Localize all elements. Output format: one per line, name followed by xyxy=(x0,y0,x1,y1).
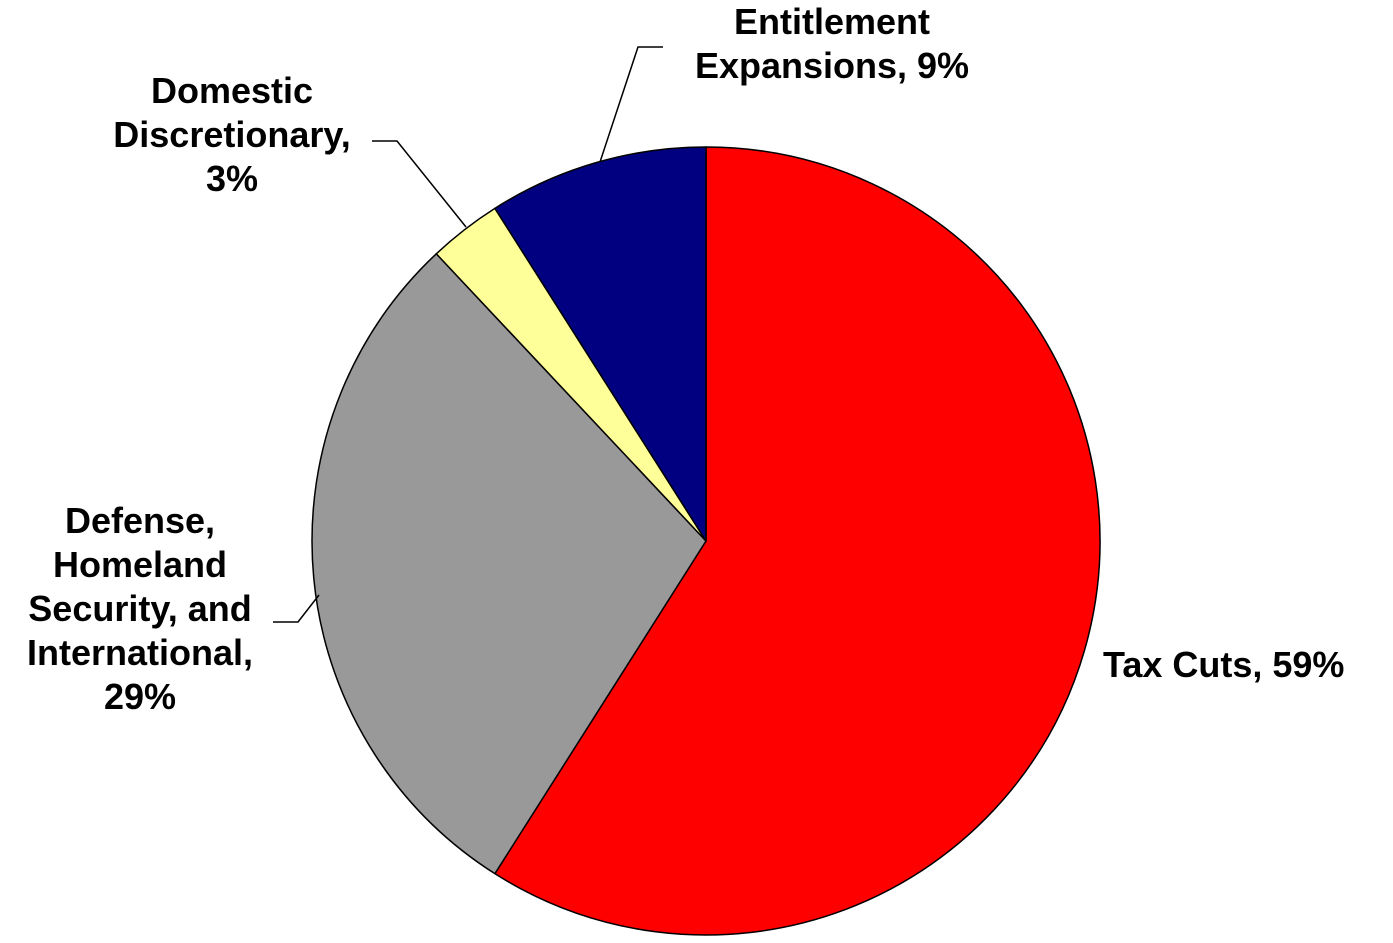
slice-label-line: Tax Cuts, 59% xyxy=(1103,644,1344,685)
slice-label-line: Entitlement xyxy=(734,1,930,42)
slice-label-defense-homeland-security-and-international: Defense, Homeland Security, and Internation… xyxy=(27,500,253,717)
slice-label-line: International, xyxy=(27,632,253,673)
slice-label-tax-cuts: Tax Cuts, 59% xyxy=(1103,644,1344,685)
slice-label-line: Expansions, 9% xyxy=(695,45,969,86)
slice-label-line: 29% xyxy=(104,676,176,717)
slice-label-line: Homeland xyxy=(53,544,227,585)
pie-slice-defense-homeland-security-and-international xyxy=(311,253,707,875)
slice-label-line: Discretionary, xyxy=(113,114,350,155)
slice-label-line: 3% xyxy=(206,158,258,199)
pie-slices xyxy=(311,146,1101,936)
slice-label-domestic-discretionary: Domestic Discretionary, 3% xyxy=(113,70,350,199)
leader-line-defense-homeland-security-and-international xyxy=(273,594,320,623)
slice-label-entitlement-expansions: Entitlement Expansions, 9% xyxy=(695,1,969,86)
slice-label-line: Security, and xyxy=(28,588,251,629)
slice-label-line: Domestic xyxy=(151,70,313,111)
pie-slice-entitlement-expansions xyxy=(494,146,707,542)
pie-slice-tax-cuts xyxy=(494,146,1101,936)
slice-label-line: Defense, xyxy=(65,500,215,541)
leader-line-domestic-discretionary xyxy=(372,140,467,228)
leader-line-entitlement-expansions xyxy=(599,46,663,163)
label-leader-lines xyxy=(273,46,663,623)
slice-labels: Tax Cuts, 59% Defense, Homeland Security, a… xyxy=(27,1,1344,717)
